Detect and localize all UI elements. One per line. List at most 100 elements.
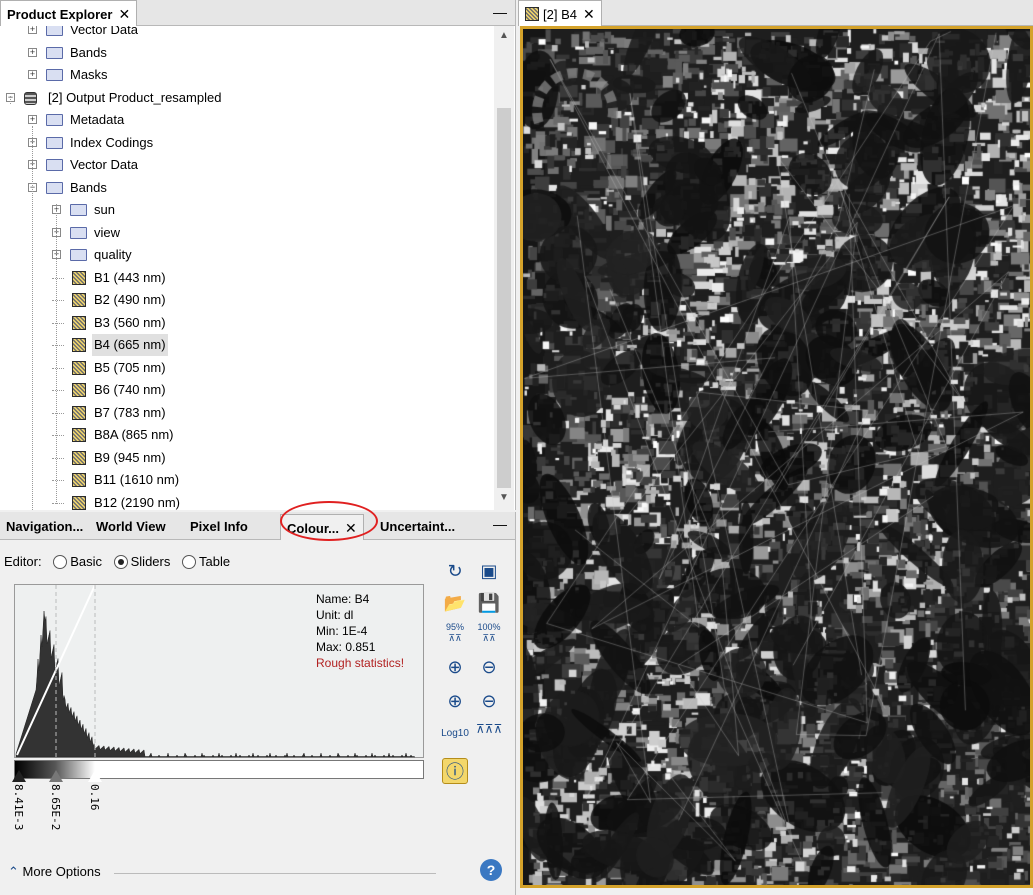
- tab-image-b4-label: [2] B4: [543, 7, 577, 22]
- tree-row[interactable]: + quality: [0, 244, 494, 266]
- folder-icon: [46, 114, 63, 126]
- editor-mode-row: Editor: Basic Sliders Table: [4, 552, 230, 572]
- tab-image-b4[interactable]: [2] B4 ✕: [518, 0, 602, 26]
- slider-min-value[interactable]: 8.41E-3: [12, 784, 25, 831]
- tree-row[interactable]: + Index Codings: [0, 132, 494, 154]
- more-options-label: More Options: [22, 864, 101, 879]
- zoom-out-horizontal-icon[interactable]: ⊖: [481, 691, 497, 711]
- folder-icon: [70, 204, 87, 216]
- tree-row[interactable]: B6 (740 nm): [0, 379, 494, 401]
- expand-icon[interactable]: +: [28, 114, 37, 124]
- tree-row[interactable]: B4 (665 nm): [0, 334, 494, 356]
- slider-mid[interactable]: [49, 770, 63, 782]
- tree-row[interactable]: + sun: [0, 199, 494, 221]
- tree-connector: [52, 300, 64, 301]
- copy-table-icon[interactable]: ▣: [480, 561, 498, 581]
- slider-mid-value[interactable]: 8.65E-2: [49, 784, 62, 831]
- tree-connector: [52, 457, 64, 459]
- tab-pixel-info[interactable]: Pixel Info: [190, 519, 248, 534]
- tree-scrollbar[interactable]: ▲ ▼: [494, 26, 514, 510]
- zoom-in-horizontal-icon[interactable]: ⊕: [447, 691, 463, 711]
- tab-world-view[interactable]: World View: [96, 519, 166, 534]
- folder-icon: [46, 159, 63, 171]
- radio-table[interactable]: [182, 555, 196, 569]
- tree-guide-line: [56, 204, 57, 504]
- tree-row-label: B6 (740 nm): [94, 382, 166, 397]
- minimize-icon[interactable]: —: [493, 516, 507, 532]
- tree-row[interactable]: B3 (560 nm): [0, 312, 494, 334]
- satellite-image[interactable]: [523, 29, 1030, 885]
- tree-row[interactable]: B11 (1610 nm): [0, 469, 494, 491]
- help-icon[interactable]: ?: [480, 859, 502, 881]
- radio-sliders[interactable]: [113, 555, 128, 569]
- histogram-area[interactable]: Name: B4 Unit: dl Min: 1E-4 Max: 0.851 R…: [14, 584, 424, 758]
- scroll-up-icon[interactable]: ▲: [499, 30, 509, 41]
- radio-basic[interactable]: [53, 555, 68, 569]
- slider-min[interactable]: [12, 770, 26, 782]
- tree-row[interactable]: B2 (490 nm): [0, 289, 494, 311]
- tree-row[interactable]: + view: [0, 222, 494, 244]
- folder-icon: [46, 46, 63, 59]
- radio-basic-label[interactable]: Basic: [70, 554, 102, 569]
- tree-row[interactable]: B1 (443 nm): [0, 267, 494, 289]
- close-icon[interactable]: ✕: [118, 6, 131, 22]
- range-95-button[interactable]: 95% ⊼⊼: [445, 622, 464, 643]
- import-icon[interactable]: 📂: [443, 593, 467, 613]
- image-canvas-frame[interactable]: [520, 26, 1033, 888]
- tree-row[interactable]: + Vector Data: [0, 154, 494, 176]
- tree-row[interactable]: B12 (2190 nm): [0, 492, 494, 511]
- band-statistics: Name: B4 Unit: dl Min: 1E-4 Max: 0.851 R…: [316, 591, 404, 671]
- product-explorer-panel: Product Explorer ✕ — + Vector Data + Bands + M…: [0, 0, 516, 510]
- distribute-sliders-icon[interactable]: ⊼⊼⊼: [476, 722, 503, 736]
- tree-row[interactable]: + Vector Data: [0, 26, 494, 41]
- band-icon: [72, 428, 86, 442]
- colour-manipulation-panel: Navigation... World View Pixel Info Colo…: [0, 512, 516, 895]
- slider-max[interactable]: [87, 769, 103, 783]
- tree-row-label: B7 (783 nm): [94, 404, 166, 420]
- tree-row[interactable]: − [2] Output Product_resampled: [0, 87, 494, 109]
- band-icon: [72, 270, 86, 285]
- tree-row[interactable]: B5 (705 nm): [0, 357, 494, 379]
- tree-row[interactable]: B9 (945 nm): [0, 447, 494, 469]
- minimize-icon[interactable]: —: [493, 4, 507, 20]
- radio-table-label[interactable]: Table: [199, 554, 231, 569]
- info-icon[interactable]: ⓘ: [442, 758, 468, 784]
- expand-icon[interactable]: +: [28, 69, 37, 79]
- tree-row-label: B12 (2190 nm): [94, 494, 180, 510]
- export-icon[interactable]: 💾: [477, 593, 501, 613]
- expand-icon[interactable]: +: [28, 26, 37, 34]
- band-icon: [72, 338, 86, 352]
- tree-row[interactable]: B8A (865 nm): [0, 424, 494, 446]
- tree-row-label: view: [94, 224, 121, 240]
- tree-row[interactable]: B7 (783 nm): [0, 402, 494, 424]
- folder-icon: [70, 226, 87, 239]
- zoom-out-vertical-icon[interactable]: ⊖: [481, 657, 497, 677]
- log10-button[interactable]: Log10: [440, 728, 470, 754]
- chevron-up-icon: ⌃: [8, 864, 19, 879]
- tree-row[interactable]: − Bands: [0, 177, 494, 199]
- tree-row[interactable]: + Metadata: [0, 109, 494, 131]
- zoom-in-vertical-icon[interactable]: ⊕: [447, 657, 463, 677]
- tree-row-label: quality: [94, 247, 132, 262]
- scroll-down-icon[interactable]: ▼: [499, 492, 509, 503]
- tab-navigation[interactable]: Navigation...: [6, 519, 84, 534]
- more-options-toggle[interactable]: ⌃ More Options: [8, 864, 101, 880]
- close-icon[interactable]: ✕: [345, 520, 357, 536]
- tab-colour-manipulation[interactable]: Colour... ✕: [280, 514, 364, 540]
- tab-uncertainty[interactable]: Uncertaint...: [380, 519, 456, 534]
- scrollbar-thumb[interactable]: [497, 108, 511, 488]
- folder-icon: [70, 249, 87, 261]
- radio-sliders-label[interactable]: Sliders: [130, 554, 171, 569]
- product-tree: + Vector Data + Bands + Masks − [2] Output Prod…: [0, 26, 494, 510]
- expand-icon[interactable]: +: [28, 46, 37, 57]
- reset-icon[interactable]: ↻: [447, 561, 463, 581]
- range-100-label: 100%: [477, 622, 501, 632]
- range-100-button[interactable]: 100% ⊼⊼: [477, 622, 501, 643]
- tree-row[interactable]: + Masks: [0, 64, 494, 86]
- folder-icon: [46, 69, 63, 81]
- image-view-tabbar: [2] B4 ✕: [518, 0, 1033, 26]
- close-icon[interactable]: ✕: [582, 6, 595, 22]
- tree-row[interactable]: + Bands: [0, 42, 494, 64]
- tab-product-explorer[interactable]: Product Explorer ✕: [0, 0, 138, 26]
- slider-max-value[interactable]: 0.16: [88, 784, 101, 811]
